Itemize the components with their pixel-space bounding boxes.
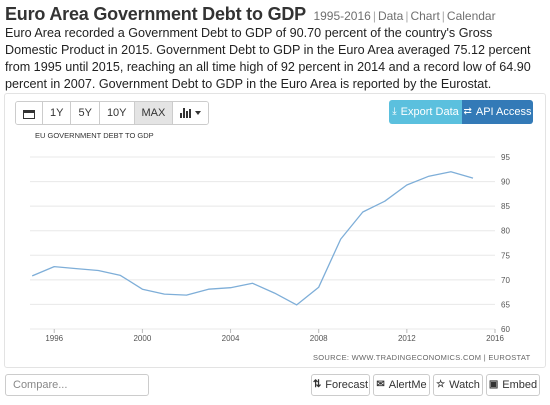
y-tick-label: 75: [501, 251, 510, 260]
forecast-icon: ⇅: [312, 379, 322, 390]
swap-arrows-icon: ⇄: [463, 106, 472, 117]
export-data-button[interactable]: ⤓ Export Data: [389, 100, 462, 124]
data-point: [30, 274, 34, 278]
y-tick-label: 80: [501, 227, 510, 236]
star-icon: ☆: [436, 379, 446, 390]
data-point: [471, 176, 475, 180]
data-point: [74, 267, 78, 271]
data-point: [251, 281, 255, 285]
chevron-down-icon: [195, 111, 202, 115]
watch-label: Watch: [449, 379, 480, 391]
chart-source: SOURCE: WWW.TRADINGECONOMICS.COM | EUROS…: [313, 353, 531, 362]
data-point: [427, 174, 431, 178]
data-point: [96, 269, 100, 273]
x-tick-label: 2000: [133, 334, 151, 343]
bar-chart-icon: [180, 108, 192, 118]
data-link[interactable]: Data: [377, 9, 404, 23]
data-point: [273, 291, 277, 295]
y-tick-label: 60: [501, 325, 510, 334]
watch-button[interactable]: ☆ Watch: [433, 374, 483, 396]
forecast-button[interactable]: ⇅ Forecast: [311, 374, 370, 396]
compare-input[interactable]: [5, 374, 149, 396]
title-meta: 1995-2016 | Data | Chart | Calendar: [313, 9, 495, 23]
chart-title: EU GOVERNMENT DEBT TO GDP: [35, 131, 154, 140]
x-tick-label: 2012: [398, 334, 416, 343]
data-point: [295, 303, 299, 307]
x-tick-label: 2016: [486, 334, 504, 343]
range-max-button[interactable]: MAX: [134, 102, 174, 124]
data-point: [229, 286, 233, 290]
chart-link[interactable]: Chart: [410, 9, 440, 23]
data-point: [140, 287, 144, 291]
range-5y-button[interactable]: 5Y: [71, 102, 100, 124]
range-10y-button[interactable]: 10Y: [99, 102, 135, 124]
chart-type-dropdown[interactable]: [173, 102, 209, 124]
data-point: [118, 273, 122, 277]
export-label: Export Data: [400, 106, 459, 118]
range-1y-button[interactable]: 1Y: [43, 102, 72, 124]
data-point: [52, 265, 56, 269]
data-point: [449, 170, 453, 174]
data-point: [339, 237, 343, 241]
data-point: [317, 285, 321, 289]
calendar-button[interactable]: [16, 102, 43, 124]
embed-button[interactable]: ▣ Embed: [486, 374, 540, 396]
api-access-button[interactable]: ⇄ API Access: [462, 100, 533, 124]
separator: |: [372, 9, 376, 23]
action-buttons: ⇅ Forecast ✉ AlertMe ☆ Watch ▣ Embed: [311, 374, 540, 396]
forecast-label: Forecast: [325, 379, 369, 391]
title-row: Euro Area Government Debt to GDP 1995-20…: [5, 4, 545, 25]
line-chart: 60 65 70 75 80 85 90 95 1996 2000 2004 2008 2012 2016…: [30, 131, 531, 362]
chart-panel: 60 65 70 75 80 85 90 95 1996 2000 2004 2008 2012 2016…: [4, 93, 546, 368]
years-range: 1995-2016: [313, 9, 371, 23]
envelope-icon: ✉: [376, 379, 385, 390]
download-icon: ⤓: [392, 106, 397, 117]
alert-label: AlertMe: [388, 379, 427, 391]
y-tick-label: 70: [501, 276, 510, 285]
range-selector: 1Y 5Y 10Y MAX: [15, 101, 210, 125]
y-tick-label: 65: [501, 300, 510, 309]
data-point: [383, 199, 387, 203]
y-tick-label: 95: [501, 153, 510, 162]
y-tick-label: 90: [501, 178, 510, 187]
y-tick-label: 85: [501, 202, 510, 211]
alertme-button[interactable]: ✉ AlertMe: [373, 374, 430, 396]
separator: |: [441, 9, 445, 23]
separator: |: [405, 9, 409, 23]
page-title: Euro Area Government Debt to GDP: [5, 4, 306, 24]
x-tick-label: 2004: [222, 334, 240, 343]
x-tick-label: 1996: [45, 334, 63, 343]
data-point: [207, 287, 211, 291]
data-point: [405, 183, 409, 187]
series-line: [31, 171, 474, 306]
description: Euro Area recorded a Government Debt to …: [5, 26, 531, 91]
data-point: [184, 293, 188, 297]
calendar-icon: [23, 108, 35, 119]
x-tick-label: 2008: [310, 334, 328, 343]
api-label: API Access: [475, 106, 532, 118]
calendar-link[interactable]: Calendar: [446, 9, 496, 23]
embed-label: Embed: [502, 379, 538, 391]
data-point: [361, 210, 365, 214]
data-point: [162, 292, 166, 296]
image-icon: ▣: [488, 379, 499, 390]
